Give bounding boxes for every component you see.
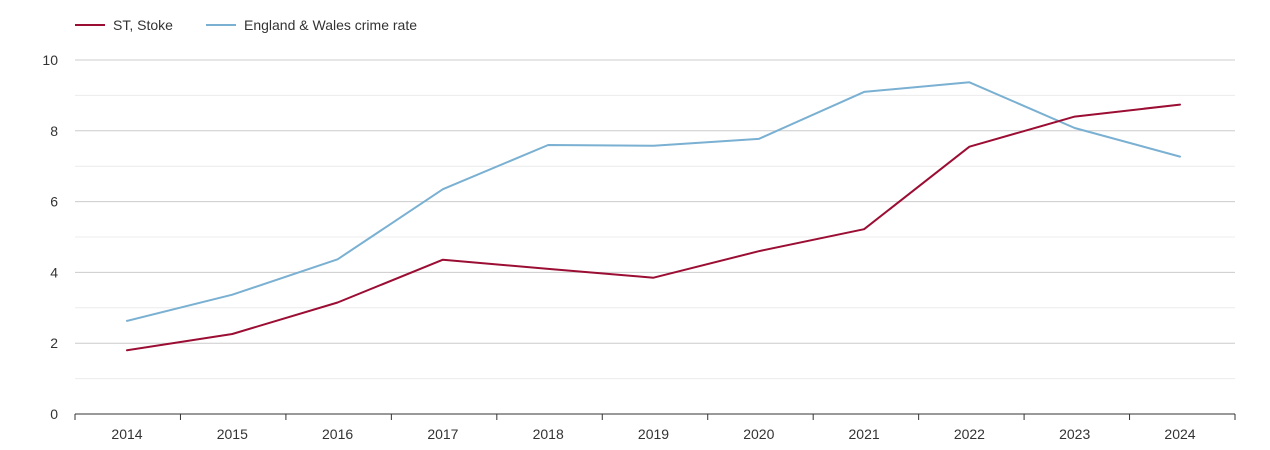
y-tick-label: 0	[50, 406, 58, 422]
x-tick-label: 2021	[849, 426, 880, 442]
y-tick-label: 10	[42, 52, 58, 68]
legend: ST, Stoke England & Wales crime rate	[75, 17, 417, 33]
x-tick-label: 2023	[1059, 426, 1090, 442]
series-lines	[126, 81, 1181, 352]
x-tick-label: 2018	[533, 426, 564, 442]
x-tick-label: 2015	[217, 426, 248, 442]
legend-label-england-wales: England & Wales crime rate	[244, 17, 417, 33]
legend-item-england-wales[interactable]: England & Wales crime rate	[206, 17, 417, 33]
legend-label-stoke: ST, Stoke	[113, 17, 173, 33]
x-tick-label: 2017	[427, 426, 458, 442]
y-tick-label: 6	[50, 194, 58, 210]
series-line-stoke[interactable]	[126, 103, 1181, 352]
x-tick-label: 2020	[743, 426, 774, 442]
x-tick-label: 2022	[954, 426, 985, 442]
y-tick-label: 4	[50, 264, 58, 280]
x-tick-label: 2024	[1164, 426, 1195, 442]
x-tick-label: 2014	[111, 426, 142, 442]
y-tick-label: 2	[50, 335, 58, 351]
gridlines	[75, 59, 1235, 380]
x-tick-label: 2019	[638, 426, 669, 442]
series-line-england-wales[interactable]	[126, 81, 1181, 322]
legend-item-stoke[interactable]: ST, Stoke	[75, 17, 173, 33]
axes: 0 2 4 6 8 10 2014 2015 2016 2017 2018 2019 2020 2021 2…	[42, 52, 1236, 442]
x-tick-label: 2016	[322, 426, 353, 442]
y-tick-label: 8	[50, 123, 58, 139]
